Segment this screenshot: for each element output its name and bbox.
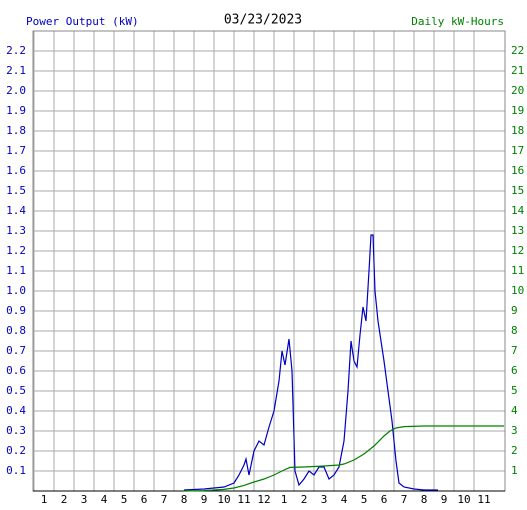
y2-tick-label: 14 xyxy=(511,204,525,217)
y-tick-label: 2.2 xyxy=(6,44,26,57)
x-tick-label: 1 xyxy=(281,493,288,506)
y2-tick-label: 16 xyxy=(511,164,524,177)
y-tick-label: 1.0 xyxy=(6,284,26,297)
x-tick-label: 10 xyxy=(457,493,470,506)
x-tick-label: 7 xyxy=(161,493,168,506)
x-tick-label: 2 xyxy=(301,493,308,506)
y2-tick-label: 3 xyxy=(511,424,518,437)
y2-tick-label: 5 xyxy=(511,384,518,397)
y2-tick-label: 4 xyxy=(511,404,518,417)
y-tick-label: 1.7 xyxy=(6,144,26,157)
x-tick-label: 1 xyxy=(41,493,48,506)
y-tick-label: 0.9 xyxy=(6,304,26,317)
x-tick-label: 5 xyxy=(121,493,128,506)
y-tick-label: 0.5 xyxy=(6,384,26,397)
y2-tick-label: 13 xyxy=(511,224,524,237)
x-tick-label: 12 xyxy=(257,493,270,506)
y-tick-label: 1.5 xyxy=(6,184,26,197)
y2-tick-label: 7 xyxy=(511,344,518,357)
y-tick-label: 0.7 xyxy=(6,344,26,357)
x-tick-label: 11 xyxy=(237,493,250,506)
x-tick-label: 8 xyxy=(421,493,428,506)
x-tick-label: 3 xyxy=(321,493,328,506)
y-tick-label: 1.8 xyxy=(6,124,26,137)
y2-tick-label: 11 xyxy=(511,264,524,277)
y2-tick-label: 2 xyxy=(511,444,518,457)
x-tick-label: 5 xyxy=(361,493,368,506)
y-axis-title: Power Output (kW) xyxy=(26,15,139,28)
x-tick-label: 9 xyxy=(201,493,208,506)
y2-tick-label: 19 xyxy=(511,104,524,117)
y2-axis-title: Daily kW-Hours xyxy=(411,15,504,28)
y2-tick-label: 1 xyxy=(511,464,518,477)
x-tick-label: 6 xyxy=(381,493,388,506)
y-tick-label: 1.1 xyxy=(6,264,26,277)
y-tick-label: 1.2 xyxy=(6,244,26,257)
x-tick-label: 10 xyxy=(217,493,230,506)
x-tick-label: 8 xyxy=(181,493,188,506)
y2-tick-label: 9 xyxy=(511,304,518,317)
y2-tick-label: 22 xyxy=(511,44,524,57)
y2-tick-label: 17 xyxy=(511,144,524,157)
y2-tick-label: 10 xyxy=(511,284,524,297)
x-tick-label: 9 xyxy=(441,493,448,506)
x-tick-label: 4 xyxy=(341,493,348,506)
y-tick-label: 2.1 xyxy=(6,64,26,77)
y-tick-label: 0.3 xyxy=(6,424,26,437)
y-tick-label: 0.8 xyxy=(6,324,26,337)
y-tick-label: 1.6 xyxy=(6,164,26,177)
y2-tick-label: 6 xyxy=(511,364,518,377)
y2-tick-label: 21 xyxy=(511,64,524,77)
chart-title: 03/23/2023 xyxy=(224,13,302,28)
series-line xyxy=(183,234,438,491)
y-tick-label: 1.4 xyxy=(6,204,26,217)
y-tick-label: 0.1 xyxy=(6,464,26,477)
y2-tick-label: 12 xyxy=(511,244,524,257)
y2-tick-label: 18 xyxy=(511,124,524,137)
x-tick-label: 4 xyxy=(101,493,108,506)
x-tick-label: 3 xyxy=(81,493,88,506)
y-tick-label: 1.9 xyxy=(6,104,26,117)
y-tick-label: 1.3 xyxy=(6,224,26,237)
y-tick-label: 2.0 xyxy=(6,84,26,97)
y2-tick-label: 20 xyxy=(511,84,524,97)
y2-tick-label: 8 xyxy=(511,324,518,337)
x-tick-label: 7 xyxy=(401,493,408,506)
y-tick-label: 0.2 xyxy=(6,444,26,457)
x-tick-label: 2 xyxy=(61,493,68,506)
y-tick-label: 0.6 xyxy=(6,364,26,377)
x-tick-label: 11 xyxy=(477,493,490,506)
y2-tick-label: 15 xyxy=(511,184,524,197)
x-tick-label: 6 xyxy=(141,493,148,506)
series-line xyxy=(183,425,504,492)
y-tick-label: 0.4 xyxy=(6,404,26,417)
